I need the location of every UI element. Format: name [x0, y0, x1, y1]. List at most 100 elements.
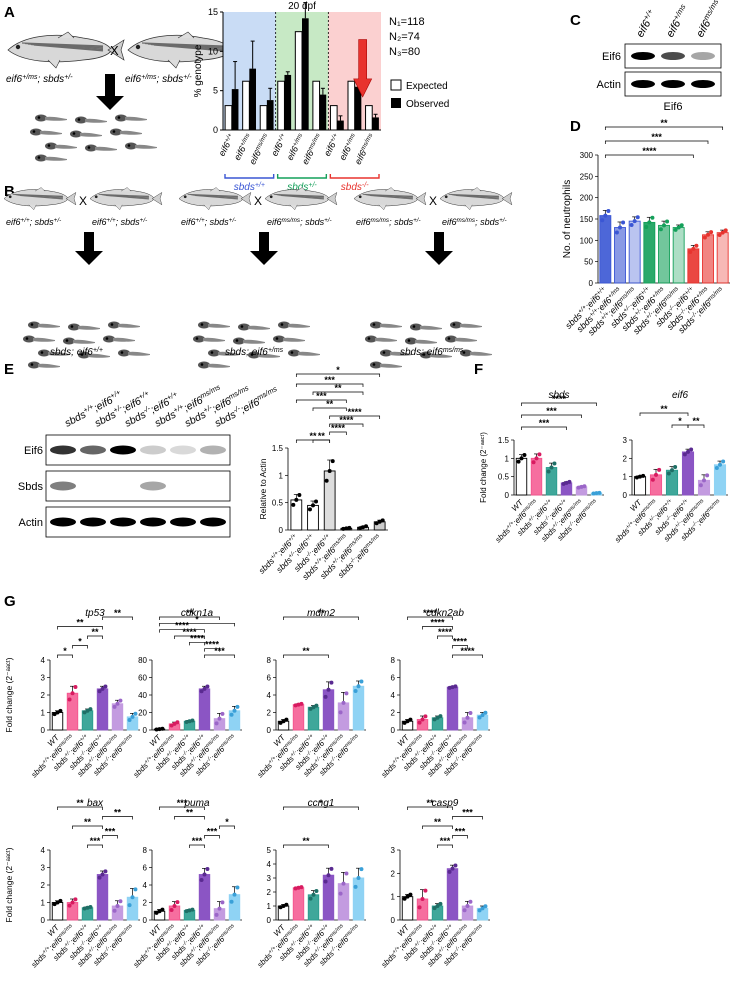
- offspring-genotype: sbds; eif6+/ms: [225, 347, 284, 359]
- larva-tail: [45, 116, 67, 121]
- data-point: [718, 462, 722, 467]
- data-point: [341, 700, 346, 705]
- data-point: [720, 230, 725, 235]
- y-tick-label: 4: [267, 691, 272, 700]
- y-tick-label: 3: [623, 436, 628, 445]
- significance-label: ****: [453, 637, 468, 647]
- y-tick-label: 0: [623, 491, 628, 500]
- data-point: [341, 526, 346, 531]
- y-tick-label: 0: [267, 916, 272, 925]
- data-point: [549, 465, 554, 470]
- data-point: [567, 479, 572, 484]
- y-axis-label: Fold change (2⁻ᵃᵃᶜᵗ): [4, 847, 14, 922]
- larva-eye: [32, 130, 36, 133]
- significance-label: ****: [339, 415, 354, 425]
- larva: [278, 321, 310, 329]
- data-point: [634, 475, 639, 480]
- data-point: [621, 220, 626, 225]
- data-point: [353, 688, 358, 693]
- data-point: [314, 703, 319, 708]
- group-bracket: [224, 174, 275, 179]
- data-point: [133, 711, 138, 716]
- data-point: [402, 720, 407, 725]
- y-tick-label: 0: [213, 125, 218, 135]
- larva-tail: [33, 337, 55, 342]
- data-point: [73, 897, 78, 902]
- data-point: [88, 904, 93, 909]
- data-point: [55, 710, 60, 715]
- significance-bracket: [57, 626, 103, 630]
- fish-tail: [240, 191, 252, 206]
- data-point: [175, 720, 180, 725]
- larva-head: [75, 116, 87, 124]
- data-point: [435, 904, 440, 908]
- larva: [45, 142, 77, 150]
- significance-label: **: [114, 808, 122, 818]
- significance-label: ***: [651, 132, 662, 142]
- data-point: [468, 711, 473, 716]
- cross-x: X: [429, 194, 437, 208]
- blot-band: [80, 517, 106, 527]
- data-point: [52, 902, 57, 907]
- data-point: [647, 220, 652, 225]
- larva-head: [35, 154, 47, 162]
- data-point: [606, 208, 611, 213]
- significance-label: **: [317, 608, 325, 618]
- arrow-down-icon: [250, 232, 278, 265]
- fish-fin: [470, 187, 482, 192]
- larva-eye: [250, 353, 254, 356]
- larva: [108, 321, 140, 329]
- data-point: [516, 459, 521, 464]
- panel-label-d: D: [570, 118, 581, 135]
- chart-title: bax: [87, 798, 104, 809]
- data-point: [691, 246, 696, 251]
- larva: [365, 335, 397, 343]
- data-point: [326, 873, 331, 878]
- larva: [288, 349, 320, 357]
- y-tick-label: 0: [143, 916, 148, 925]
- larva-eye: [452, 323, 456, 326]
- larva: [198, 321, 230, 329]
- chart-title: sbds: [548, 390, 569, 401]
- larva-head: [125, 142, 137, 150]
- larva-tail: [38, 323, 60, 328]
- data-point: [341, 881, 346, 886]
- y-tick-label: 2: [623, 454, 628, 463]
- bar-observed: [354, 86, 362, 130]
- significance-bracket: [174, 635, 205, 639]
- chart-title: mdm2: [307, 608, 335, 619]
- y-tick-label: 4: [41, 656, 46, 665]
- data-point: [58, 708, 63, 713]
- significance-label: ****: [205, 640, 220, 650]
- larva-eye: [367, 337, 371, 340]
- data-point: [654, 472, 658, 477]
- larva-head: [28, 321, 40, 329]
- fish-fin: [114, 204, 123, 211]
- data-point: [103, 869, 108, 874]
- data-point: [408, 892, 413, 897]
- y-axis-label: Fold change (2⁻ᵃᵃᶜᵗ): [4, 657, 14, 732]
- data-point: [115, 904, 120, 908]
- bar: [672, 227, 685, 284]
- significance-label: **: [660, 404, 668, 414]
- data-point: [133, 887, 138, 892]
- data-point: [417, 905, 422, 910]
- larva-tail: [218, 351, 240, 356]
- larva-eye: [240, 325, 244, 328]
- significance-bracket: [295, 399, 347, 403]
- significance-bracket: [604, 126, 724, 130]
- blot-band: [140, 481, 166, 491]
- larva-head: [278, 321, 290, 329]
- data-point: [130, 714, 135, 719]
- significance-bracket: [639, 412, 689, 416]
- significance-bracket: [72, 645, 88, 649]
- fish-stripe: [195, 195, 238, 200]
- larva-eye: [127, 144, 131, 147]
- larva-head: [248, 351, 260, 359]
- larva-head: [288, 349, 300, 357]
- larva-eye: [30, 363, 34, 366]
- data-point: [214, 912, 219, 917]
- n-label: N₁=118: [389, 16, 425, 28]
- data-point: [359, 867, 364, 872]
